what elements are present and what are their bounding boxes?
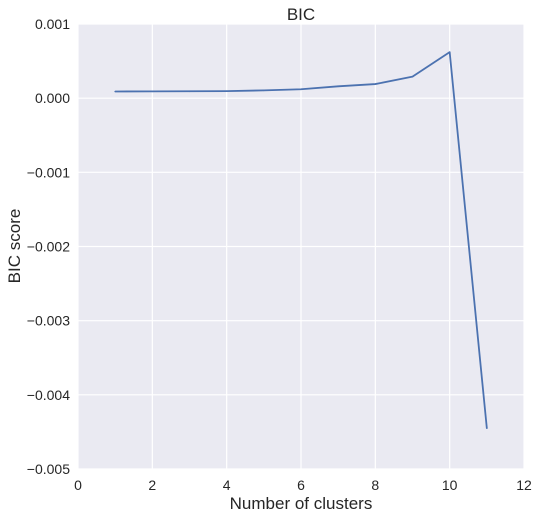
x-tick-label: 2 xyxy=(148,477,156,493)
data-point xyxy=(300,88,302,91)
data-point xyxy=(263,89,265,92)
x-tick-label: 8 xyxy=(371,477,379,493)
x-tick-labels: 0 2 4 6 8 10 12 xyxy=(74,477,532,493)
y-tick-label: −0.003 xyxy=(27,313,70,329)
data-point xyxy=(411,75,414,78)
x-tick-label: 0 xyxy=(74,477,82,493)
x-tick-label: 12 xyxy=(516,477,532,493)
y-tick-label: −0.005 xyxy=(27,461,70,477)
y-tick-label: −0.004 xyxy=(27,387,70,403)
y-tick-label: 0.001 xyxy=(35,16,70,32)
data-point xyxy=(188,90,191,93)
data-point xyxy=(374,83,377,85)
x-tick-label: 10 xyxy=(442,477,458,493)
chart-title: BIC xyxy=(287,5,315,24)
data-point xyxy=(225,90,228,92)
y-axis-label: BIC score xyxy=(5,209,24,284)
y-tick-label: −0.001 xyxy=(27,164,70,180)
y-tick-labels: 0.001 0.000 −0.001 −0.002 −0.003 −0.004 −0.005 xyxy=(27,16,70,477)
x-axis-label: Number of clusters xyxy=(230,494,373,513)
data-point xyxy=(114,90,116,93)
data-point xyxy=(448,51,451,53)
y-tick-label: 0.000 xyxy=(35,90,70,106)
y-tick-label: −0.002 xyxy=(27,239,70,255)
data-point xyxy=(337,85,339,88)
x-tick-label: 6 xyxy=(297,477,305,493)
data-point xyxy=(486,427,488,430)
data-point xyxy=(151,90,154,93)
series-layer xyxy=(114,51,488,430)
grid-lines xyxy=(77,23,525,470)
x-tick-label: 4 xyxy=(223,477,231,493)
